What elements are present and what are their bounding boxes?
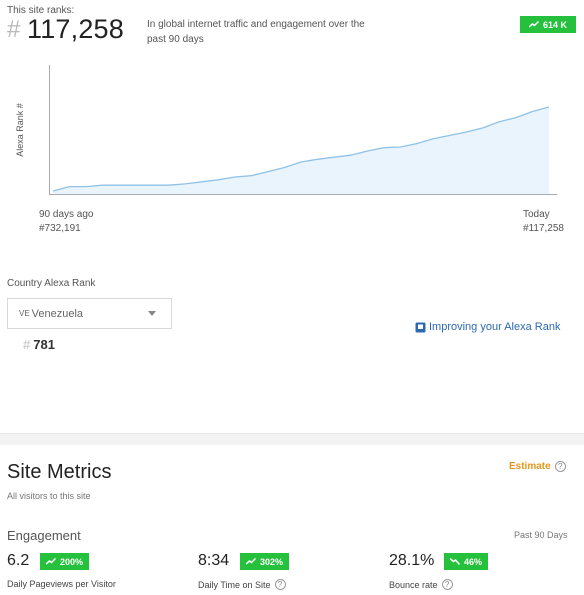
global-rank-value: 117,258 — [27, 14, 124, 44]
chart-start-value: #732,191 — [39, 223, 81, 234]
bounce-rate-label: Bounce rate ? — [389, 579, 453, 590]
site-metrics-subtitle: All visitors to this site — [7, 491, 91, 501]
trend-down-icon — [450, 558, 460, 565]
book-icon — [415, 322, 426, 332]
period-label: Past 90 Days — [514, 530, 568, 540]
chart-series-line — [52, 106, 550, 192]
section-divider — [0, 433, 584, 445]
chart-start-label: 90 days ago — [39, 209, 94, 220]
chart-y-axis-label: Alexa Rank # — [15, 103, 25, 157]
bounce-rate-value: 28.1% — [389, 552, 435, 569]
trend-up-icon — [46, 558, 56, 565]
pageviews-value: 6.2 — [7, 552, 30, 569]
bounce-rate-change-badge: 46% — [444, 553, 489, 570]
help-icon[interactable]: ? — [274, 579, 286, 590]
chart-end-label: Today — [523, 209, 550, 220]
country-code: VE — [19, 309, 30, 318]
site-metrics-title: Site Metrics — [7, 461, 112, 483]
chart-end-value: #117,258 — [523, 223, 564, 234]
bounce-rate-change: 46% — [464, 556, 483, 567]
estimate-label[interactable]: Estimate ? — [509, 461, 566, 472]
trend-up-icon — [528, 21, 539, 28]
hash-symbol: # — [7, 16, 21, 43]
pageviews-change: 200% — [60, 556, 84, 567]
chart-area-fill — [53, 107, 549, 194]
country-rank-value: 781 — [33, 337, 55, 352]
time-on-site-value: 8:34 — [198, 552, 230, 569]
trend-up-icon — [246, 558, 256, 565]
time-on-site-label: Daily Time on Site ? — [198, 579, 286, 590]
chart-end: Today #117,258 — [523, 208, 564, 236]
rank-change-badge: 614 K — [520, 16, 576, 33]
help-icon[interactable]: ? — [554, 461, 566, 472]
bounce-rate-label-text: Bounce rate — [389, 579, 438, 590]
time-on-site-change-badge: 302% — [240, 553, 290, 570]
country-rank-label: Country Alexa Rank — [7, 278, 96, 289]
rank-change-value: 614 K — [542, 19, 568, 30]
alexa-rank-chart — [49, 65, 557, 195]
improve-rank-link-text: Improving your Alexa Rank — [429, 321, 561, 333]
country-rank: #781 — [23, 337, 55, 352]
chevron-down-icon — [148, 311, 156, 316]
help-icon[interactable]: ? — [441, 579, 453, 590]
improve-rank-link[interactable]: Improving your Alexa Rank — [415, 321, 560, 333]
country-select[interactable]: VE Venezuela — [7, 298, 172, 329]
country-name: Venezuela — [31, 307, 84, 320]
chart-start: 90 days ago #732,191 — [39, 208, 94, 236]
rank-label: This site ranks: — [7, 5, 75, 16]
engagement-heading: Engagement — [7, 528, 81, 543]
pageviews-change-badge: 200% — [40, 553, 90, 570]
time-on-site-change: 302% — [260, 556, 284, 567]
country-rank-hash: # — [23, 337, 31, 352]
time-on-site-label-text: Daily Time on Site — [198, 579, 271, 590]
estimate-text: Estimate — [509, 461, 551, 472]
pageviews-label: Daily Pageviews per Visitor — [7, 579, 116, 589]
pageviews-label-text: Daily Pageviews per Visitor — [7, 579, 116, 589]
rank-description: In global internet traffic and engagemen… — [147, 19, 365, 45]
